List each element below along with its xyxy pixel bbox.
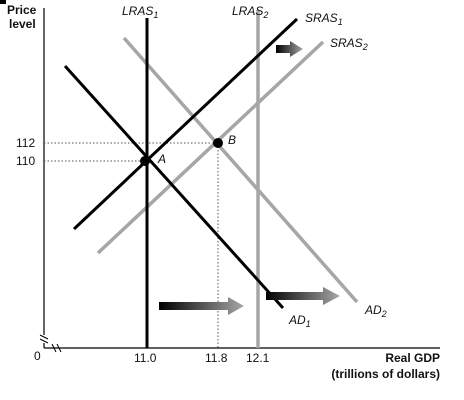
lras1-label: LRAS1 [122,4,158,20]
x-axis-title-line1: Real GDP [385,351,440,365]
y-tick-110: 110 [16,154,35,168]
sras-shift-arrow [276,41,303,57]
point-b-label: B [228,133,236,147]
ad2-label: AD2 [364,303,387,319]
ad1-line [63,64,285,310]
x-tick-12-1: 12.1 [246,351,270,365]
point-b-marker [213,138,223,148]
sras1-label: SRAS1 [305,11,343,27]
x-tick-11-0: 11.0 [134,351,157,365]
y-tick-112: 112 [16,136,35,150]
origin-label: 0 [34,349,41,363]
ad2-line [122,36,359,304]
point-a-marker [140,156,150,166]
lras-shift-arrow [159,297,244,315]
point-a-label: A [157,152,166,166]
x-tick-11-8: 11.8 [205,351,228,365]
y-axis-title-line1: Price [7,3,37,17]
corner-mark [0,0,6,4]
lras2-label: LRAS2 [232,4,268,20]
sras2-line [96,40,325,255]
ad-shift-arrow [266,287,340,305]
ad1-label: AD1 [288,313,311,329]
y-axis-break [39,334,49,344]
y-axis-title-line2: level [9,17,36,31]
sras2-label: SRAS2 [330,36,368,52]
x-axis-title-line2: (trillions of dollars) [331,367,440,381]
x-axis-break [51,343,62,353]
sras1-line [72,17,299,231]
